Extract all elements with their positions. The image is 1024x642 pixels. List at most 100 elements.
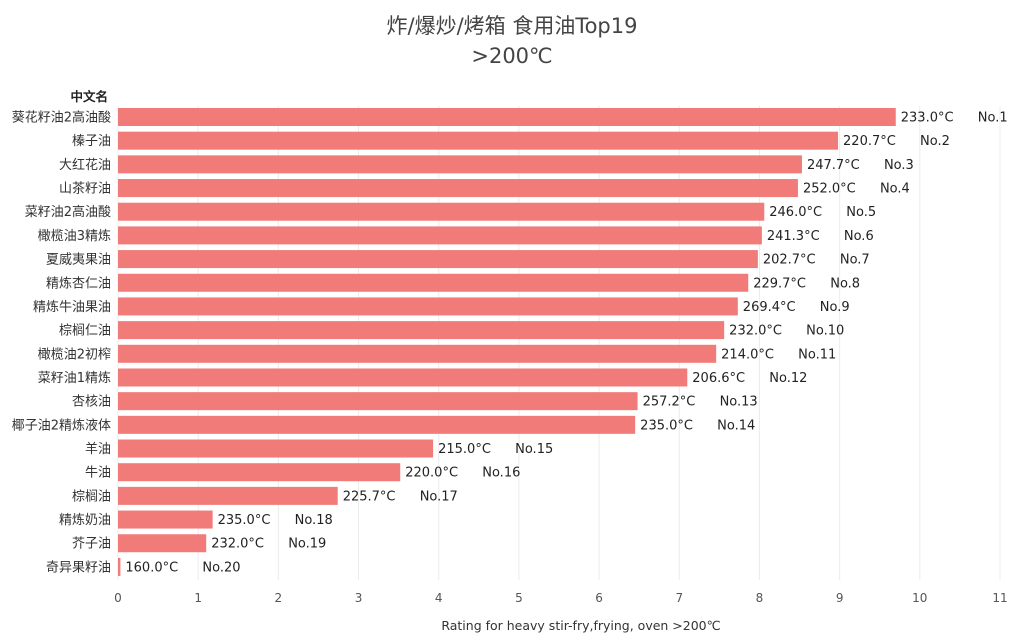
category-label: 菜籽油2高油酸 <box>25 204 111 220</box>
category-label: 榛子油 <box>72 134 111 149</box>
x-tick-label: 1 <box>194 591 202 605</box>
bars <box>118 108 896 576</box>
rank-label: No.8 <box>830 276 860 291</box>
rank-label: No.20 <box>202 560 240 575</box>
value-label: 247.7°C <box>807 158 860 173</box>
rank-label: No.6 <box>844 229 874 244</box>
bar <box>118 439 434 458</box>
value-label: 269.4°C <box>743 300 796 315</box>
value-label: 229.7°C <box>753 276 806 291</box>
x-tick-label: 6 <box>595 591 603 605</box>
rank-label: No.4 <box>880 182 910 197</box>
rank-label: No.12 <box>769 371 807 386</box>
rank-label: No.2 <box>920 134 950 149</box>
bar <box>118 226 762 245</box>
category-label: 杏核油 <box>72 395 111 410</box>
rank-label: No.18 <box>295 513 333 528</box>
rank-label: No.15 <box>515 442 553 457</box>
value-label: 235.0°C <box>640 418 693 433</box>
rank-label: No.17 <box>420 489 458 504</box>
bar <box>118 344 717 363</box>
rank-label: No.7 <box>840 253 870 268</box>
bar <box>118 486 338 505</box>
category-label: 奇异果籽油 <box>46 559 111 575</box>
rank-label: No.14 <box>717 418 755 433</box>
bar <box>118 557 121 576</box>
category-label: 精炼奶油 <box>59 513 111 528</box>
value-label: 232.0°C <box>729 324 782 339</box>
rank-label: No.19 <box>288 537 326 552</box>
x-tick-label: 3 <box>355 591 363 605</box>
bar <box>118 510 213 529</box>
value-label: 215.0°C <box>438 442 491 457</box>
rank-label: No.1 <box>978 111 1008 126</box>
bar <box>118 131 839 150</box>
rank-label: No.5 <box>846 205 876 220</box>
value-label: 232.0°C <box>211 537 264 552</box>
value-label: 220.7°C <box>843 134 896 149</box>
value-label: 214.0°C <box>721 347 774 362</box>
rank-label: No.9 <box>820 300 850 315</box>
value-label: 233.0°C <box>901 111 954 126</box>
category-label: 大红花油 <box>59 157 111 173</box>
rank-label: No.10 <box>806 324 844 339</box>
category-label: 椰子油2精炼液体 <box>12 418 111 433</box>
bar <box>118 415 636 434</box>
category-label: 葵花籽油2高油酸 <box>12 110 111 126</box>
category-label: 棕榈油 <box>72 489 111 504</box>
bar <box>118 179 798 198</box>
bar <box>118 297 738 316</box>
value-label: 252.0°C <box>803 182 856 197</box>
bar <box>118 202 765 221</box>
bar <box>118 534 207 553</box>
category-label: 夏威夷果油 <box>46 252 111 268</box>
rank-label: No.11 <box>798 347 836 362</box>
x-tick-label: 0 <box>114 591 122 605</box>
chart-subtitle: >200℃ <box>471 44 552 68</box>
bar <box>118 463 401 482</box>
x-tick-labels: 0 1 2 3 4 5 6 7 8 9 10 11 <box>114 591 1007 605</box>
y-axis-title: 中文名 <box>70 89 108 104</box>
x-tick-label: 5 <box>515 591 523 605</box>
rank-label: No.3 <box>884 158 914 173</box>
rank-label: No.13 <box>720 395 758 410</box>
bar <box>118 392 638 411</box>
category-label: 精炼杏仁油 <box>46 276 111 291</box>
category-label: 橄榄油3精炼 <box>38 228 111 244</box>
value-label: 246.0°C <box>769 205 822 220</box>
category-label: 芥子油 <box>72 537 111 552</box>
category-label: 羊油 <box>85 441 111 457</box>
category-label: 橄榄油2初榨 <box>38 346 111 362</box>
category-label: 牛油 <box>85 466 111 481</box>
gridlines <box>117 106 1001 580</box>
value-label: 220.0°C <box>405 466 458 481</box>
x-tick-label: 9 <box>836 591 844 605</box>
value-label: 202.7°C <box>763 253 816 268</box>
value-label: 206.6°C <box>692 371 745 386</box>
bar <box>118 368 688 387</box>
category-label: 棕榈仁油 <box>59 324 111 339</box>
value-label: 225.7°C <box>343 489 396 504</box>
bar <box>118 321 725 340</box>
category-label: 菜籽油1精炼 <box>38 371 111 386</box>
category-label: 山茶籽油 <box>59 181 111 197</box>
value-label: 160.0°C <box>125 560 178 575</box>
bar <box>118 273 749 292</box>
chart-title: 炸/爆炒/烤箱 食用油Top19 <box>387 14 638 38</box>
x-tick-label: 7 <box>675 591 683 605</box>
category-label: 精炼牛油果油 <box>33 300 111 315</box>
x-axis-title: Rating for heavy stir-fry,frying, oven >… <box>441 618 720 633</box>
x-tick-label: 11 <box>992 591 1007 605</box>
rank-label: No.16 <box>482 466 520 481</box>
bar <box>118 250 758 269</box>
bar <box>118 108 896 126</box>
labels: 葵花籽油2高油酸 233.0°C No.1 榛子油 220.7°C No.2 大红花油 247… <box>12 110 1008 576</box>
x-tick-label: 10 <box>912 591 927 605</box>
x-tick-label: 8 <box>756 591 764 605</box>
value-label: 257.2°C <box>643 395 696 410</box>
x-tick-label: 4 <box>435 591 443 605</box>
value-label: 241.3°C <box>767 229 820 244</box>
bar <box>118 155 802 174</box>
x-tick-label: 2 <box>275 591 283 605</box>
